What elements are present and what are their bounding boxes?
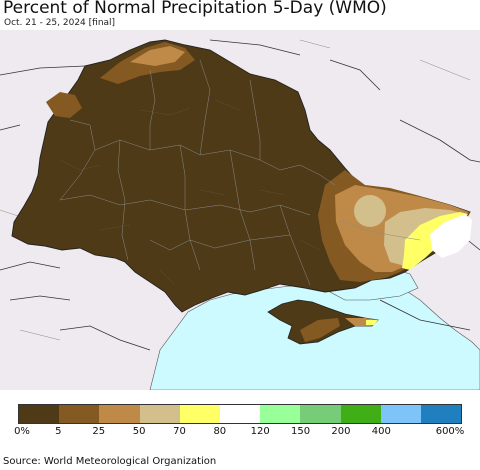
legend-swatch (420, 405, 462, 423)
legend-swatch (59, 405, 100, 423)
legend-label: 150 (290, 426, 311, 437)
legend-label: 70 (173, 426, 186, 437)
legend-label: 400 (371, 426, 391, 437)
precipitation-map (0, 30, 480, 390)
neighbor-minor-borders (0, 39, 471, 341)
legend-swatch (300, 405, 341, 423)
district-borders (59, 99, 321, 286)
legend-swatch (179, 405, 220, 423)
legend-label: 5 (55, 426, 62, 437)
legend-label: 120 (250, 426, 270, 437)
legend-swatch (340, 405, 381, 423)
legend-swatch (19, 405, 60, 423)
nw-dry-patch (46, 92, 82, 118)
legend-label: 600% (435, 426, 465, 437)
oblast-borders (59, 59, 421, 286)
legend-label: 80 (213, 426, 227, 437)
source-credit: Source: World Meteorological Organizatio… (3, 456, 217, 467)
legend-color-bar (18, 404, 462, 424)
legend-label: 25 (92, 426, 106, 437)
legend-labels: 0% 5 25 50 70 80 120 150 200 400 600% (0, 426, 480, 440)
legend-label: 0% (14, 426, 30, 437)
legend-label: 200 (331, 426, 351, 437)
legend-swatch (99, 405, 140, 423)
crimea-south-dry (300, 318, 340, 342)
legend-swatch (219, 405, 261, 423)
legend-swatch (380, 405, 421, 423)
map-date-range: Oct. 21 - 25, 2024 [final] (4, 18, 116, 28)
crimea-east-yellow (366, 320, 378, 325)
legend-swatch (260, 405, 301, 423)
map-title: Percent of Normal Precipitation 5-Day (W… (3, 0, 387, 18)
east-normal-zone (430, 214, 472, 258)
legend-swatch (139, 405, 180, 423)
n-below-patch (130, 46, 185, 66)
legend-label: 50 (132, 426, 146, 437)
east-tan-spot (354, 195, 386, 227)
